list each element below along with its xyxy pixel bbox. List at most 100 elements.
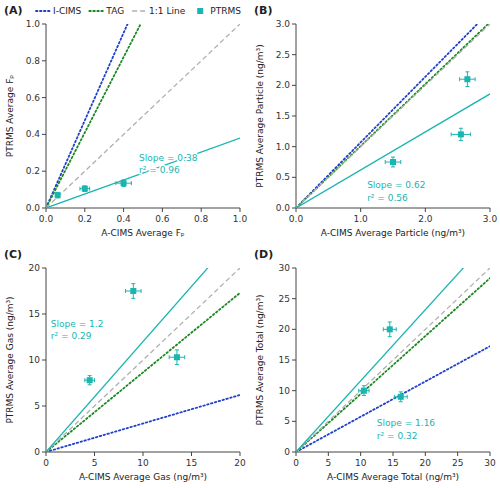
y-tick-label: 20: [279, 324, 291, 334]
x-error-bar: [116, 181, 132, 185]
error-cap: [399, 401, 403, 402]
x-tick-label: 15: [387, 458, 398, 468]
error-cap: [391, 157, 395, 158]
y-tick: [42, 97, 46, 98]
reference-line: [46, 293, 240, 452]
x-tick-label: 1.0: [233, 214, 248, 224]
y-tick-label: 30: [279, 263, 291, 273]
legend-item: 1:1 Line: [132, 6, 186, 16]
x-axis-label: A-CIMS Average Total (ng/m³): [327, 472, 459, 482]
x-tick-label: 5: [325, 458, 331, 468]
point: [87, 377, 93, 383]
legend-swatch: [197, 8, 203, 14]
legend-label: PTRMS: [210, 6, 241, 16]
y-tick: [42, 406, 46, 407]
x-error-bar: [80, 187, 90, 191]
x-tick: [360, 452, 361, 456]
error-cap: [383, 327, 384, 331]
panel-label: (A): [4, 4, 23, 17]
reference-line: [296, 346, 490, 452]
x-tick-label: 0.4: [116, 214, 131, 224]
y-error-bar: [88, 376, 92, 385]
annotation-text: r² = 0.56: [367, 193, 408, 203]
y-tick-label: 20: [29, 263, 41, 273]
annotation-text: r² = 0.32: [377, 431, 418, 441]
y-axis-label: PTRMS Average Gas (ng/m³): [5, 296, 15, 423]
x-tick: [425, 208, 426, 212]
point: [55, 192, 61, 198]
legend-swatch: [132, 10, 146, 11]
error-cap: [465, 86, 469, 87]
x-tick-label: 0.8: [194, 214, 209, 224]
y-tick-label: 0: [34, 447, 40, 457]
x-tick-label: 0.2: [78, 214, 92, 224]
y-tick: [292, 85, 296, 86]
reference-line: [296, 278, 490, 452]
annotation: Slope = 0.38r² = 0.96: [139, 153, 198, 176]
y-error-bar: [465, 72, 469, 87]
error-cap: [79, 187, 80, 191]
regression-line: [296, 94, 490, 208]
x-tick: [296, 208, 297, 212]
legend-label: 1:1 Line: [149, 6, 186, 16]
x-tick-label: 0.0: [39, 214, 54, 224]
y-error-bar: [56, 192, 60, 198]
panel: (A)0.00.20.40.60.81.00.00.20.40.60.81.0A…: [4, 0, 247, 238]
x-tick: [490, 208, 491, 212]
y-tick: [292, 329, 296, 330]
y-tick: [42, 268, 46, 269]
point: [82, 186, 88, 192]
x-error-bar: [385, 160, 401, 164]
reference-line: [46, 268, 240, 452]
x-tick-label: 0.0: [289, 214, 304, 224]
reference-line: [46, 24, 240, 208]
annotation-text: r² = 0.96: [139, 165, 180, 175]
x-tick: [240, 452, 241, 456]
y-tick-label: 2.5: [276, 50, 290, 60]
y-tick-label: 0.5: [276, 172, 290, 182]
y-error-bar: [83, 186, 87, 192]
reference-line: [46, 24, 240, 208]
y-tick: [42, 24, 46, 25]
y-axis-label: PTRMS Average Particle (ng/m³): [255, 44, 265, 187]
x-error-bar: [85, 378, 95, 382]
panel: (B)0.01.02.03.00.00.51.01.52.02.53.0A-CI…: [254, 4, 497, 238]
point: [398, 394, 404, 400]
x-tick: [457, 452, 458, 456]
x-tick: [425, 452, 426, 456]
point: [130, 288, 136, 294]
error-cap: [184, 355, 185, 359]
x-tick: [393, 452, 394, 456]
y-tick-label: 10: [29, 355, 41, 365]
annotation: Slope = 1.16r² = 0.32: [377, 418, 436, 441]
error-cap: [84, 378, 85, 382]
error-cap: [115, 181, 116, 185]
y-tick-label: 5: [34, 401, 40, 411]
plot-area: [46, 268, 240, 452]
y-tick-label: 0.2: [26, 166, 40, 176]
error-cap: [459, 140, 463, 141]
error-cap: [470, 132, 471, 136]
y-tick: [292, 54, 296, 55]
x-tick-label: 1.0: [354, 214, 369, 224]
x-tick: [46, 452, 47, 456]
y-tick: [292, 390, 296, 391]
plot-area: [296, 24, 490, 208]
x-tick-label: 25: [452, 458, 463, 468]
legend-item: TAG: [89, 6, 124, 16]
y-tick: [292, 177, 296, 178]
y-tick-label: 0.6: [26, 93, 41, 103]
panel: (C)0510152005101520A-CIMS Average Gas (n…: [4, 231, 246, 482]
y-tick-label: 0.8: [26, 56, 41, 66]
figure: (A)0.00.20.40.60.81.00.00.20.40.60.81.0A…: [0, 0, 500, 488]
panel-label: (C): [4, 248, 22, 261]
y-error-bar: [388, 322, 392, 337]
error-cap: [94, 378, 95, 382]
error-cap: [388, 321, 392, 322]
y-error-bar: [391, 157, 395, 167]
panel-label: (D): [254, 248, 273, 261]
x-error-bar: [394, 395, 407, 399]
y-tick: [292, 268, 296, 269]
error-cap: [358, 389, 359, 393]
plot-area: [296, 268, 490, 452]
